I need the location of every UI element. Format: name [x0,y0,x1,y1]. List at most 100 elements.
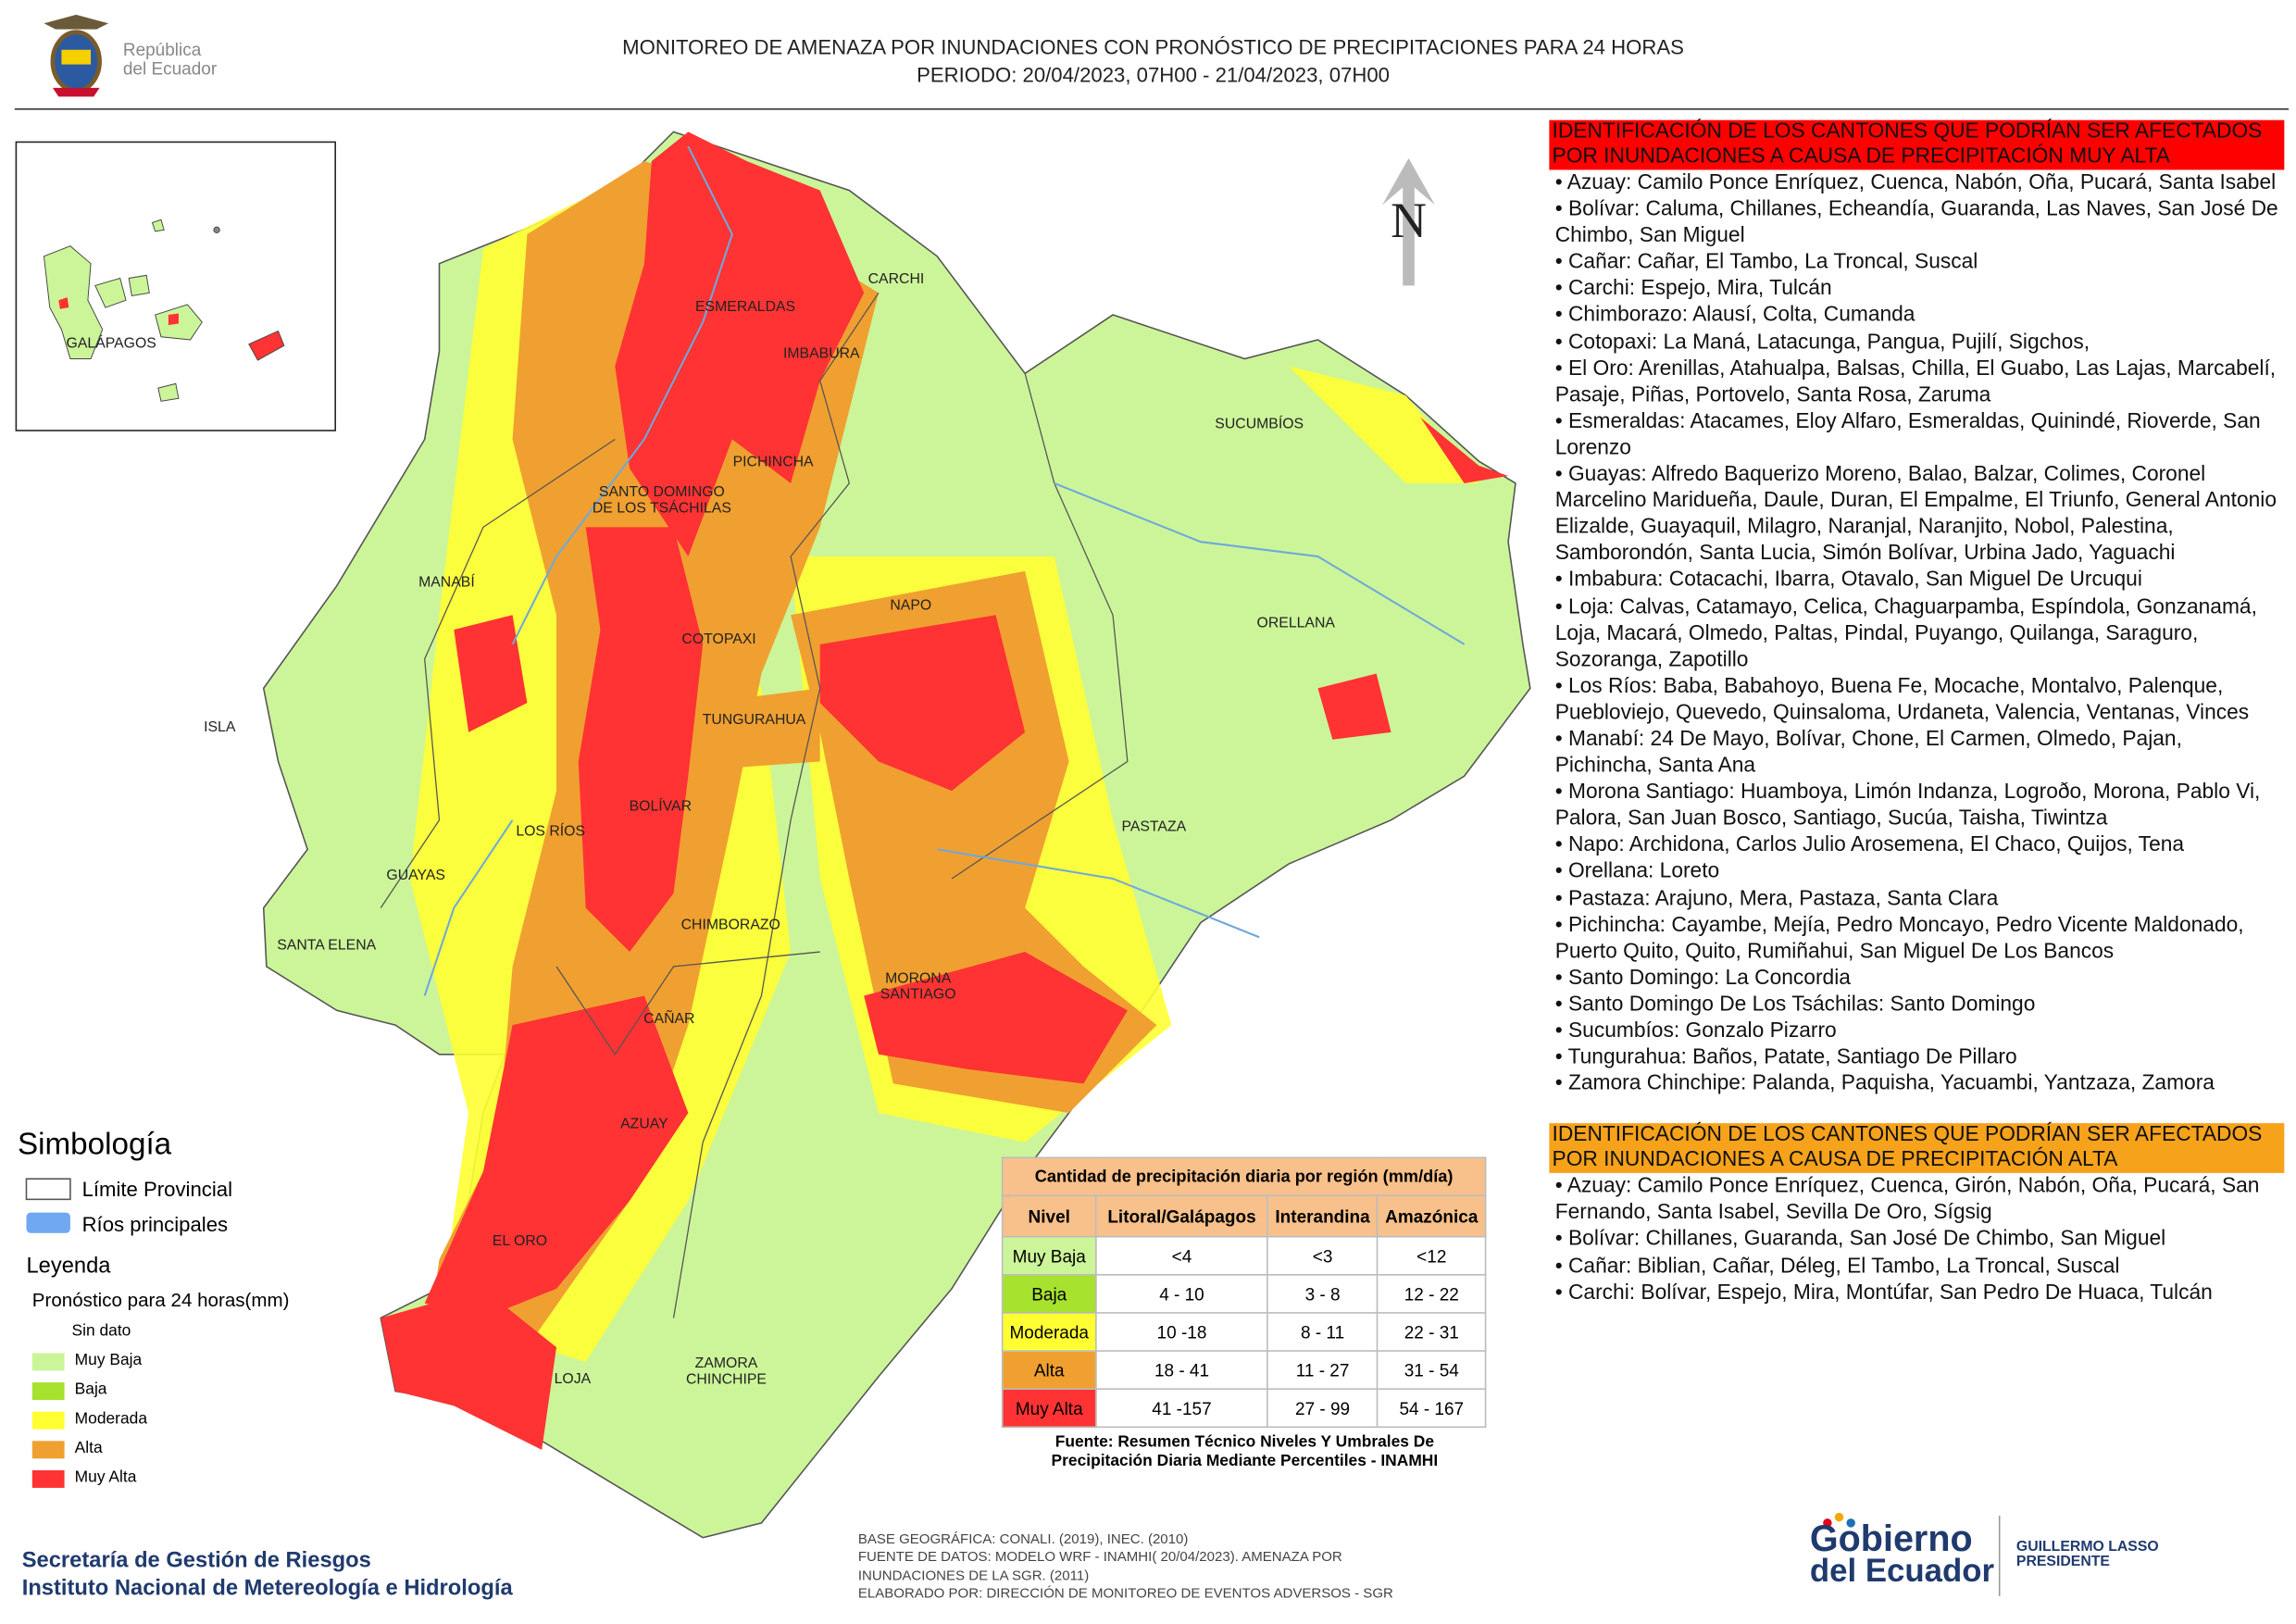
table-cell: 3 - 8 [1267,1274,1379,1314]
panel-item: • Napo: Archidona, Carlos Julio Arosemen… [1554,833,2185,857]
panel-item: • El Oro: Arenillas, Atahualpa, Balsas, … [1554,356,2277,407]
title: MONITOREO DE AMENAZA POR INUNDACIONES CO… [622,34,1684,59]
class-label: Moderada [74,1410,148,1429]
class-label: Muy Baja [74,1351,143,1369]
legend-subtitle: Leyenda [26,1253,111,1279]
logo-line: del Ecuador [122,58,218,80]
table-row: Moderada 10 -18 8 - 11 22 - 31 [1001,1312,1487,1352]
table-title: Cantidad de precipitación diaria por reg… [1001,1156,1487,1197]
institutions: Secretaría de Gestión de Riesgos Institu… [22,1546,513,1602]
subtitle: PERIODO: 20/04/2023, 07H00 - 21/04/2023,… [917,63,1390,87]
provincial-limit-swatch [25,1178,71,1201]
table-cell: 54 - 167 [1377,1388,1487,1429]
province-label: COTOPAXI [681,631,756,648]
table-cell: Moderada [1001,1312,1097,1352]
north-arrow [1382,157,1435,286]
province-label: LOS RÍOS [516,823,586,841]
table-cell: 10 -18 [1095,1312,1268,1352]
credit-line: ELABORADO POR: DIRECCIÓN DE MONITOREO DE… [857,1585,1393,1603]
table-cell: 27 - 99 [1267,1388,1379,1429]
panel-item: • Tungurahua: Baños, Patate, Santiago De… [1554,1045,2017,1069]
panel-item: • Chimborazo: Alausí, Colta, Cumanda [1554,304,1915,328]
class-label: Sin dato [71,1322,131,1341]
panel-item: • Carchi: Bolívar, Espejo, Mira, Montúfa… [1554,1280,2213,1305]
table-row: Muy Baja <4 <3 <12 [1001,1235,1487,1276]
panel-item: • Esmeraldas: Atacames, Eloy Alfaro, Esm… [1554,409,2261,460]
table-cell: Baja [1001,1274,1097,1314]
table-header-row: Nivel Litoral/Galápagos Interandina Amazóni… [1001,1194,1487,1238]
table-row: Muy Alta 41 -157 27 - 99 54 - 167 [1001,1388,1487,1429]
table-cell: 31 - 54 [1377,1350,1487,1390]
table-cell: Alta [1001,1350,1097,1390]
province-label: LOJA [554,1371,592,1388]
institution: Secretaría de Gestión de Riesgos [21,1547,371,1573]
province-label: PICHINCHA [732,455,814,471]
credits: BASE GEOGRÁFICA: CONALI. (2019), INEC. (… [858,1531,1393,1604]
table-header: Interandina [1267,1194,1379,1238]
inset-label: GALÁPAGOS [66,335,156,353]
province-label: ISLA [204,719,236,736]
province-label: ZAMORA CHINCHIPE [685,1355,767,1389]
north-label: N [1391,194,1427,249]
class-swatch [31,1469,65,1488]
province-label: TUNGURAHUA [702,712,806,729]
table-cell: Muy Alta [1001,1388,1097,1429]
province-label: NAPO [890,598,932,615]
province-label: GUAYAS [386,868,445,884]
panel-item: • Santo Domingo: La Concordia [1554,966,1851,990]
table-cell: 8 - 11 [1267,1312,1379,1352]
province-label: SANTO DOMINGO DE LOS TSÁCHILAS [592,484,731,518]
canton-panel: IDENTIFICACIÓN DE LOS CANTONES QUE PODRÍ… [1549,119,2285,1306]
panel-item: • Manabí: 24 De Mayo, Bolívar, Chone, El… [1554,728,2182,778]
panel-item: • Carchi: Espejo, Mira, Tulcán [1554,277,1832,301]
panel-item: • Cotopaxi: La Maná, Latacunga, Pangua, … [1554,330,2090,355]
province-label: SUCUMBÍOS [1215,416,1304,433]
ecuador-mainland [262,131,1531,1539]
province-label: SANTA ELENA [277,938,377,955]
panel-item: • Loja: Calvas, Catamayo, Celica, Chagua… [1554,594,2257,672]
river-swatch [26,1212,70,1233]
table-row: Alta 18 - 41 11 - 27 31 - 54 [1001,1350,1487,1390]
president-line: GUILLERMO LASSO [2015,1539,2159,1555]
gov-logo-line: Gobierno [1809,1518,1973,1560]
table-cell: 22 - 31 [1377,1312,1487,1352]
credit-line: INUNDACIONES DE LA SGR. (2011) [857,1568,1090,1584]
table-cell: 41 -157 [1095,1388,1268,1429]
logo-text: República del Ecuador [122,39,218,80]
province-label: PASTAZA [1121,818,1187,836]
table-header: Litoral/Galápagos [1095,1194,1268,1238]
credit-line: FUENTE DE DATOS: MODELO WRF - INAMHI( 20… [857,1549,1342,1567]
legend-caption: Pronóstico para 24 horas(mm) [31,1288,290,1311]
legend-symbol: Ríos principales [81,1212,229,1236]
panel-item: • Pichincha: Cayambe, Mejía, Pedro Monca… [1554,913,2244,964]
table-cell: 11 - 27 [1267,1350,1379,1390]
table-header: Amazónica [1377,1194,1487,1238]
panel-item: • Los Ríos: Baba, Babahoyo, Buena Fe, Mo… [1554,674,2250,725]
header-rule [14,108,2290,110]
province-label: ESMERALDAS [694,299,796,316]
panel-heading: IDENTIFICACIÓN DE LOS CANTONES QUE PODRÍ… [1549,1123,2285,1174]
panel-item: • Pastaza: Arajuno, Mera, Pastaza, Santa… [1554,886,1999,911]
province-label: CAÑAR [643,1011,695,1028]
panel-item: • Cañar: Biblian, Cañar, Déleg, El Tambo… [1554,1254,2120,1279]
logo-line: República [122,39,202,60]
class-swatch [31,1353,65,1371]
class-label: Baja [74,1380,107,1399]
table-cell: Muy Baja [1001,1235,1097,1276]
gov-logo-line: del Ecuador [1809,1552,1995,1590]
panel-heading: IDENTIFICACIÓN DE LOS CANTONES QUE PODRÍ… [1549,119,2285,170]
panel-item: • Guayas: Alfredo Baquerizo Moreno, Bala… [1554,462,2277,567]
province-label: CHIMBORAZO [680,917,780,934]
table-source: Fuente: Resumen Técnico Niveles Y Umbral… [1051,1433,1439,1470]
table-cell: 12 - 22 [1377,1274,1487,1314]
panel-item: • Zamora Chinchipe: Palanda, Paquisha, Y… [1554,1072,2215,1096]
legend-title: Simbología [17,1127,172,1162]
institution: Instituto Nacional de Metereología e Hid… [21,1575,513,1601]
precip-table: Cantidad de precipitación diaria por reg… [1001,1156,1487,1429]
panel-item: • Morona Santiago: Huamboya, Limón Indan… [1554,781,2261,831]
province-label: MANABÍ [418,574,475,592]
province-label: AZUAY [620,1116,668,1133]
panel-item: • Azuay: Camilo Ponce Enríquez, Cuenca, … [1554,171,2277,195]
